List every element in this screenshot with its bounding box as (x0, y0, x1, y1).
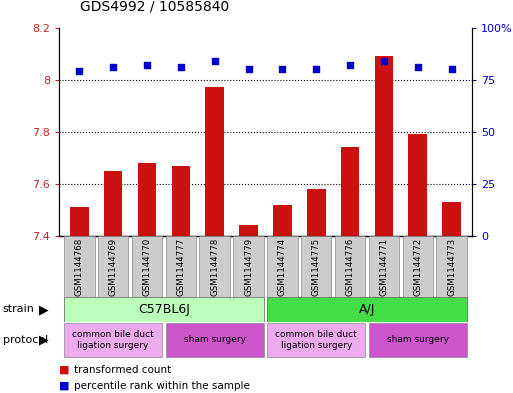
Bar (137, 163, 156, 236)
Bar (267, 297, 467, 322)
Text: GSM1144768: GSM1144768 (75, 238, 84, 296)
Bar (335, 236, 365, 297)
Text: common bile duct
ligation surgery: common bile duct ligation surgery (72, 330, 154, 350)
Text: sham surgery: sham surgery (184, 336, 246, 344)
Point (346, 62, 354, 68)
Bar (369, 323, 467, 357)
Point (143, 62, 151, 68)
Text: GSM1144769: GSM1144769 (109, 238, 117, 296)
Text: GSM1144775: GSM1144775 (312, 238, 321, 296)
Bar (104, 171, 123, 236)
Text: GSM1144774: GSM1144774 (278, 238, 287, 296)
Bar (132, 236, 162, 297)
Bar (267, 323, 365, 357)
Bar (98, 236, 128, 297)
Bar (70, 207, 89, 236)
Bar (233, 236, 264, 297)
Text: GSM1144779: GSM1144779 (244, 238, 253, 296)
Bar (64, 323, 162, 357)
Text: ■: ■ (59, 365, 69, 375)
Text: GSM1144773: GSM1144773 (447, 238, 456, 296)
Bar (166, 323, 264, 357)
Text: sham surgery: sham surgery (387, 336, 449, 344)
Text: GSM1144778: GSM1144778 (210, 238, 219, 296)
Point (278, 66, 286, 72)
Point (312, 66, 320, 72)
Bar (166, 236, 196, 297)
Text: protocol: protocol (3, 335, 48, 345)
Point (380, 58, 388, 64)
Text: common bile duct
ligation surgery: common bile duct ligation surgery (275, 330, 357, 350)
Text: A/J: A/J (359, 303, 375, 316)
Text: GSM1144777: GSM1144777 (176, 238, 185, 296)
Bar (64, 297, 264, 322)
Point (447, 66, 456, 72)
Point (177, 64, 185, 70)
Bar (307, 189, 326, 236)
Point (109, 64, 117, 70)
Bar (64, 236, 94, 297)
Bar (374, 56, 393, 236)
Bar (408, 134, 427, 236)
Bar (437, 236, 467, 297)
Bar (442, 202, 461, 236)
Text: C57BL6J: C57BL6J (138, 303, 190, 316)
Bar (171, 165, 190, 236)
Text: ▶: ▶ (38, 303, 48, 316)
Text: strain: strain (3, 305, 34, 314)
Bar (301, 236, 331, 297)
Bar (205, 87, 224, 236)
Text: ▶: ▶ (38, 333, 48, 347)
Text: ■: ■ (59, 381, 69, 391)
Point (245, 66, 253, 72)
Text: GSM1144772: GSM1144772 (413, 238, 422, 296)
Text: transformed count: transformed count (74, 365, 172, 375)
Bar (273, 205, 292, 236)
Bar (369, 236, 399, 297)
Point (413, 64, 422, 70)
Bar (403, 236, 433, 297)
Text: GDS4992 / 10585840: GDS4992 / 10585840 (80, 0, 229, 14)
Bar (239, 226, 258, 236)
Text: GSM1144770: GSM1144770 (143, 238, 151, 296)
Text: GSM1144771: GSM1144771 (380, 238, 388, 296)
Bar (267, 236, 298, 297)
Bar (341, 147, 360, 236)
Text: GSM1144776: GSM1144776 (346, 238, 354, 296)
Bar (200, 236, 230, 297)
Point (75, 68, 84, 74)
Point (211, 58, 219, 64)
Text: percentile rank within the sample: percentile rank within the sample (74, 381, 250, 391)
